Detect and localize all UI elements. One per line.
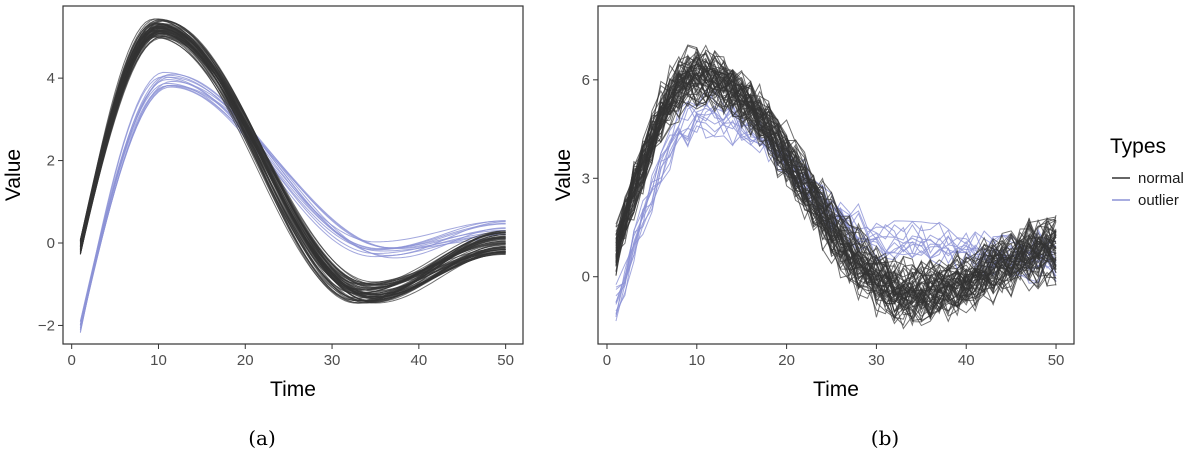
x-tick-label: 30 <box>868 352 885 369</box>
series-line-normal <box>79 24 506 289</box>
series-line-outlier <box>79 71 506 329</box>
x-tick-label: 40 <box>958 352 975 369</box>
panel-a-lines <box>79 18 506 333</box>
panel-b-x-axis-title: Time <box>813 378 859 401</box>
panel-a-axes: 0 10 20 30 40 50 −2 0 2 4 <box>38 70 514 369</box>
series-line-normal <box>79 31 506 296</box>
series-line-normal <box>79 26 506 287</box>
x-tick-label: 40 <box>411 352 428 369</box>
series-line-normal <box>79 29 506 295</box>
series-line-outlier <box>79 78 506 322</box>
series-line-normal <box>79 23 506 295</box>
series-line-normal <box>79 25 506 289</box>
series-line-normal <box>79 23 506 291</box>
panel-b-caption: (b) <box>871 426 899 450</box>
series-line-normal <box>79 29 506 288</box>
series-line-normal <box>79 25 506 291</box>
series-line-normal <box>79 24 506 289</box>
x-tick-label: 10 <box>688 352 705 369</box>
y-tick-label: 0 <box>47 235 55 252</box>
legend-title: Types <box>1110 135 1166 158</box>
legend-normal-label: normal <box>1138 170 1184 187</box>
series-line-normal <box>79 37 506 283</box>
panel-a: 0 10 20 30 40 50 −2 0 2 4 Time Value (a) <box>2 5 524 450</box>
x-tick-label: 30 <box>324 352 341 369</box>
series-line-normal <box>79 34 506 302</box>
series-line-outlier <box>79 82 506 325</box>
panel-a-border <box>62 5 524 345</box>
series-line-outlier <box>79 85 506 325</box>
y-tick-label: 0 <box>582 269 590 286</box>
series-line-normal <box>615 69 1057 312</box>
series-line-normal <box>79 23 506 295</box>
legend-outlier-label: outlier <box>1138 192 1179 209</box>
series-line-normal <box>79 35 506 302</box>
series-line-normal <box>79 30 506 292</box>
series-line-normal <box>615 58 1057 316</box>
panel-b: 0 10 20 30 40 50 0 3 6 Time Value (b) <box>552 5 1075 450</box>
y-tick-label: −2 <box>38 317 55 334</box>
panel-b-axes: 0 10 20 30 40 50 0 3 6 <box>582 72 1065 369</box>
x-tick-label: 0 <box>68 352 76 369</box>
series-line-normal <box>79 26 506 293</box>
x-tick-label: 10 <box>150 352 167 369</box>
series-line-normal <box>79 30 506 291</box>
series-line-outlier <box>79 76 506 331</box>
y-tick-label: 4 <box>47 70 55 87</box>
panel-b-y-axis-title: Value <box>552 149 575 201</box>
series-line-normal <box>79 29 506 285</box>
panel-a-caption: (a) <box>248 426 276 450</box>
legend: Types normal outlier <box>1110 135 1184 209</box>
series-line-normal <box>79 30 506 291</box>
series-line-outlier <box>79 86 506 326</box>
series-line-normal <box>79 20 506 295</box>
panel-a-y-axis-title: Value <box>2 149 25 201</box>
series-line-normal <box>79 23 506 297</box>
series-line-normal <box>615 73 1057 299</box>
series-line-normal <box>79 18 506 285</box>
series-line-normal <box>79 27 506 304</box>
x-tick-label: 50 <box>497 352 514 369</box>
y-tick-label: 2 <box>47 153 55 170</box>
panel-b-lines <box>615 44 1057 330</box>
series-line-normal <box>615 70 1057 323</box>
series-line-normal <box>615 44 1057 300</box>
series-line-normal <box>79 22 506 297</box>
x-tick-label: 20 <box>778 352 795 369</box>
x-tick-label: 50 <box>1048 352 1065 369</box>
x-tick-label: 20 <box>237 352 254 369</box>
y-tick-label: 6 <box>582 72 590 89</box>
y-tick-label: 3 <box>582 170 590 187</box>
series-line-normal <box>615 56 1057 292</box>
series-line-normal <box>79 27 506 286</box>
series-line-normal <box>615 49 1057 308</box>
series-line-outlier <box>79 74 506 332</box>
panel-a-x-axis-title: Time <box>270 378 316 401</box>
x-tick-label: 0 <box>603 352 611 369</box>
panel-b-border <box>597 5 1075 345</box>
series-line-normal <box>615 57 1057 318</box>
series-line-normal <box>79 19 506 290</box>
series-line-outlier <box>615 121 1057 290</box>
series-line-normal <box>79 29 506 289</box>
